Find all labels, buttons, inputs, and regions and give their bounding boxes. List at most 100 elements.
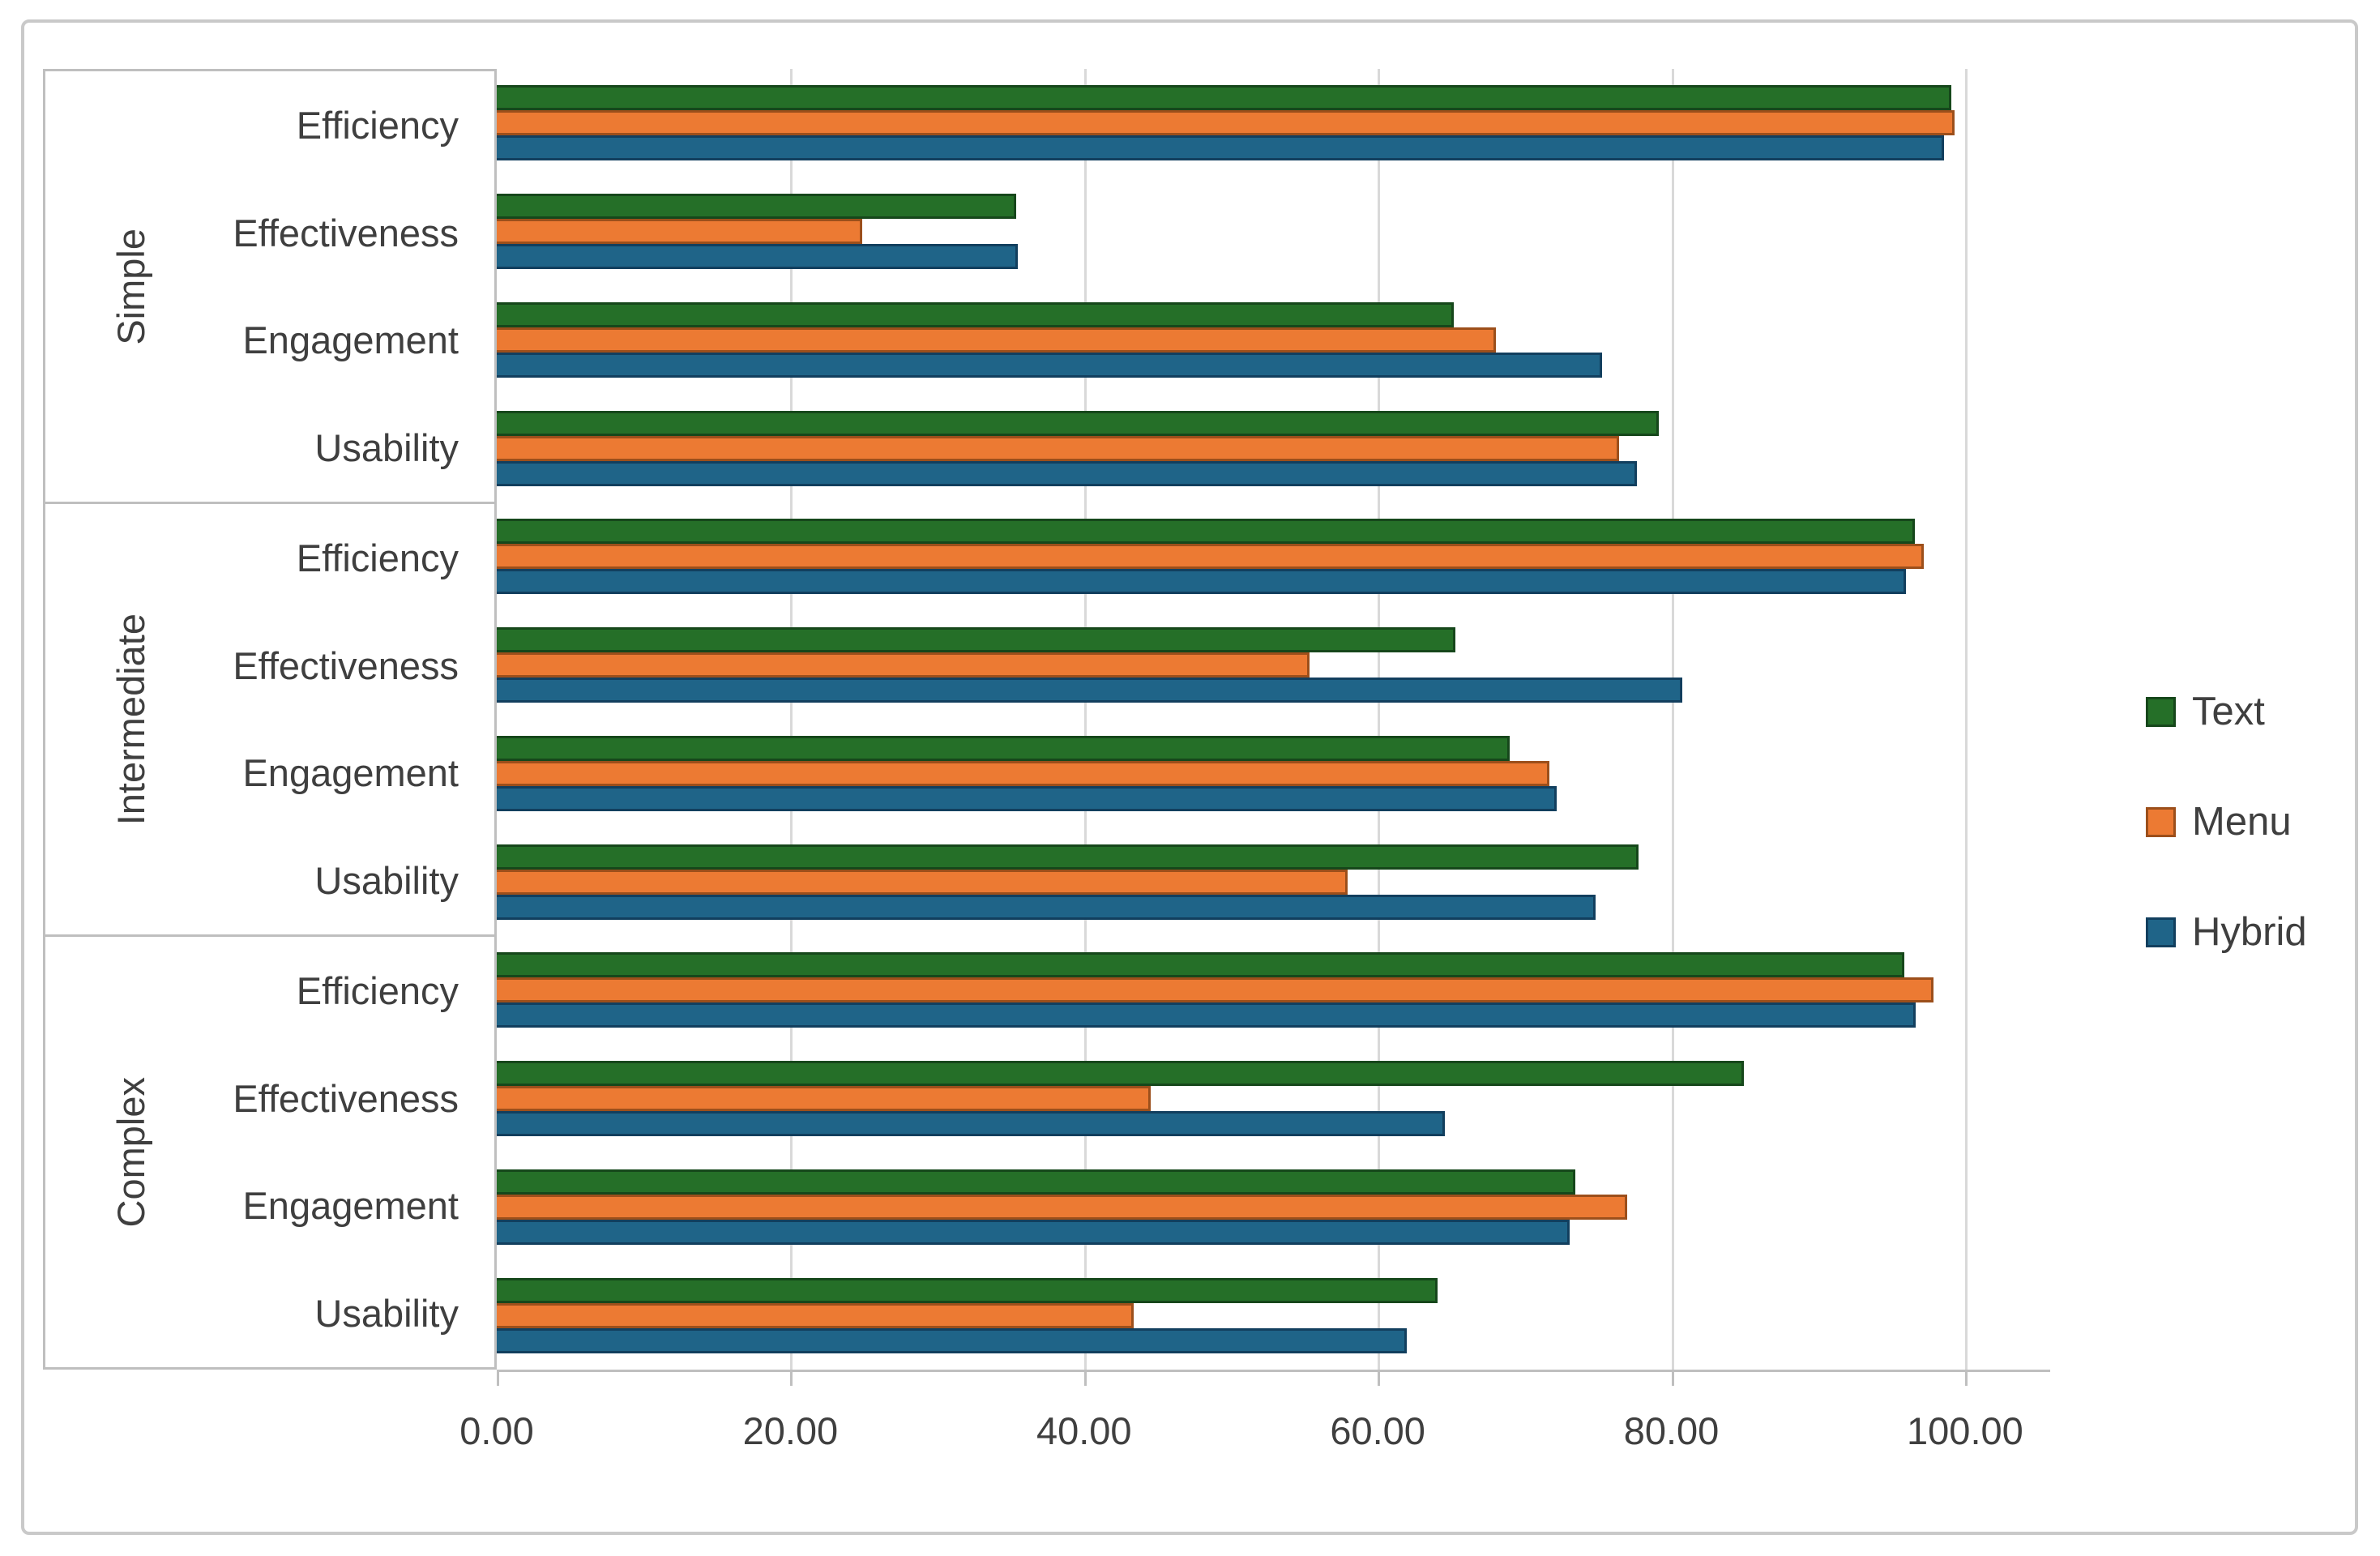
- bar-text: [497, 519, 1915, 545]
- legend-label: Text: [2192, 690, 2265, 733]
- category-group: Complex Efficiency Effectiveness Engagement…: [45, 937, 494, 1367]
- plot-area: [497, 69, 2050, 1370]
- x-axis-labels: 0.00 20.00 40.00 60.00 80.00 100.00: [459, 1409, 2050, 1457]
- bar-hybrid: [497, 1327, 1407, 1353]
- bar-menu: [497, 435, 1620, 461]
- x-axis-tick: [1671, 1372, 1674, 1386]
- x-axis-tick-label: 80.00: [1623, 1409, 1720, 1452]
- metric-row: [497, 936, 2050, 1045]
- bar-text: [497, 735, 1510, 761]
- category-label: Engagement: [242, 1184, 459, 1228]
- bar-hybrid: [497, 569, 1906, 595]
- category-label: Usability: [314, 426, 459, 470]
- bar-menu: [497, 760, 1549, 786]
- gridline: [1671, 69, 1674, 1370]
- bar-hybrid: [497, 1219, 1570, 1245]
- bar-hybrid: [497, 244, 1018, 270]
- gridline: [1083, 69, 1087, 1370]
- x-axis-tick-label: 0.00: [459, 1409, 534, 1452]
- x-axis-tick: [497, 1372, 499, 1386]
- category-axis-panel: Simple Efficiency Effectiveness Engagement U…: [43, 69, 497, 1370]
- bar-text: [497, 952, 1904, 978]
- legend-item: Hybrid: [2146, 909, 2307, 955]
- metric-row: [497, 69, 2050, 177]
- bar-menu: [497, 652, 1310, 678]
- bar-hybrid: [497, 1111, 1445, 1137]
- bar-menu: [497, 977, 1934, 1003]
- legend-color-swatch: [2146, 696, 2176, 727]
- category-label: Engagement: [242, 751, 459, 795]
- group-label: Intermediate: [109, 613, 152, 826]
- bar-text: [497, 301, 1454, 327]
- category-label: Usability: [314, 1292, 459, 1336]
- group-label-column: Intermediate: [45, 504, 216, 934]
- bar-menu: [497, 1302, 1134, 1328]
- bar-text: [497, 1169, 1576, 1195]
- category-label-column: Efficiency Effectiveness Engagement Usabili…: [216, 504, 494, 934]
- group-label-column: Simple: [45, 71, 216, 502]
- x-axis-ticks: [497, 1372, 2050, 1387]
- bar-hybrid: [497, 678, 1683, 703]
- group-label: Complex: [109, 1076, 152, 1228]
- metric-row: [497, 502, 2050, 611]
- metric-row: [497, 1153, 2050, 1262]
- bar-text: [497, 1277, 1438, 1303]
- category-label: Efficiency: [296, 103, 459, 147]
- bar-hybrid: [497, 460, 1638, 486]
- category-label: Efficiency: [296, 968, 459, 1012]
- bar-text: [497, 627, 1455, 653]
- gridline: [1964, 69, 1968, 1370]
- bar-hybrid: [497, 894, 1596, 920]
- x-axis-tick: [790, 1372, 793, 1386]
- metric-row: [497, 1045, 2050, 1153]
- bar-menu: [497, 1086, 1152, 1112]
- metric-row: [497, 1261, 2050, 1370]
- category-group: Simple Efficiency Effectiveness Engagement U…: [45, 71, 494, 504]
- legend-label: Menu: [2192, 800, 2292, 844]
- category-label-column: Efficiency Effectiveness Engagement Usabili…: [216, 71, 494, 502]
- legend-item: Menu: [2146, 799, 2307, 844]
- bar-hybrid: [497, 352, 1602, 378]
- metric-row: [497, 720, 2050, 828]
- bar-menu: [497, 544, 1924, 570]
- x-axis-line: [497, 1370, 2050, 1372]
- bar-text: [497, 844, 1639, 870]
- bar-menu: [497, 869, 1348, 895]
- metric-row: [497, 611, 2050, 720]
- category-label-column: Efficiency Effectiveness Engagement Usabili…: [216, 937, 494, 1367]
- bar-menu: [497, 219, 862, 245]
- x-axis-tick-label: 40.00: [1036, 1409, 1132, 1452]
- metric-row: [497, 177, 2050, 286]
- bar-hybrid: [497, 785, 1557, 811]
- category-group: Intermediate Efficiency Effectiveness Engag…: [45, 504, 494, 937]
- x-axis-tick: [1378, 1372, 1381, 1386]
- bar-menu: [497, 110, 1955, 136]
- gridline: [790, 69, 793, 1370]
- bar-text: [497, 1061, 1745, 1087]
- category-label: Efficiency: [296, 536, 459, 579]
- metric-row: [497, 394, 2050, 502]
- chart-outer-border: [21, 19, 2358, 1535]
- x-axis-tick-label: 20.00: [742, 1409, 839, 1452]
- bar-menu: [497, 327, 1497, 353]
- bar-text: [497, 85, 1951, 111]
- category-label: Effectiveness: [233, 643, 459, 687]
- x-axis-tick: [1964, 1372, 1968, 1386]
- bar-hybrid: [497, 135, 1944, 161]
- x-axis-tick: [1083, 1372, 1087, 1386]
- bar-menu: [497, 1194, 1627, 1220]
- category-label: Effectiveness: [233, 1076, 459, 1120]
- group-label-column: Complex: [45, 937, 216, 1367]
- bar-hybrid: [497, 1002, 1916, 1028]
- legend-color-swatch: [2146, 806, 2176, 837]
- legend-label: Hybrid: [2192, 910, 2307, 954]
- category-label: Engagement: [242, 318, 459, 362]
- metric-row: [497, 286, 2050, 395]
- category-label: Effectiveness: [233, 211, 459, 254]
- x-axis-tick-label: 100.00: [1907, 1409, 2023, 1452]
- legend: Text Menu Hybrid: [2146, 689, 2307, 955]
- category-label: Usability: [314, 859, 459, 903]
- gridline: [1378, 69, 1381, 1370]
- bar-text: [497, 194, 1016, 220]
